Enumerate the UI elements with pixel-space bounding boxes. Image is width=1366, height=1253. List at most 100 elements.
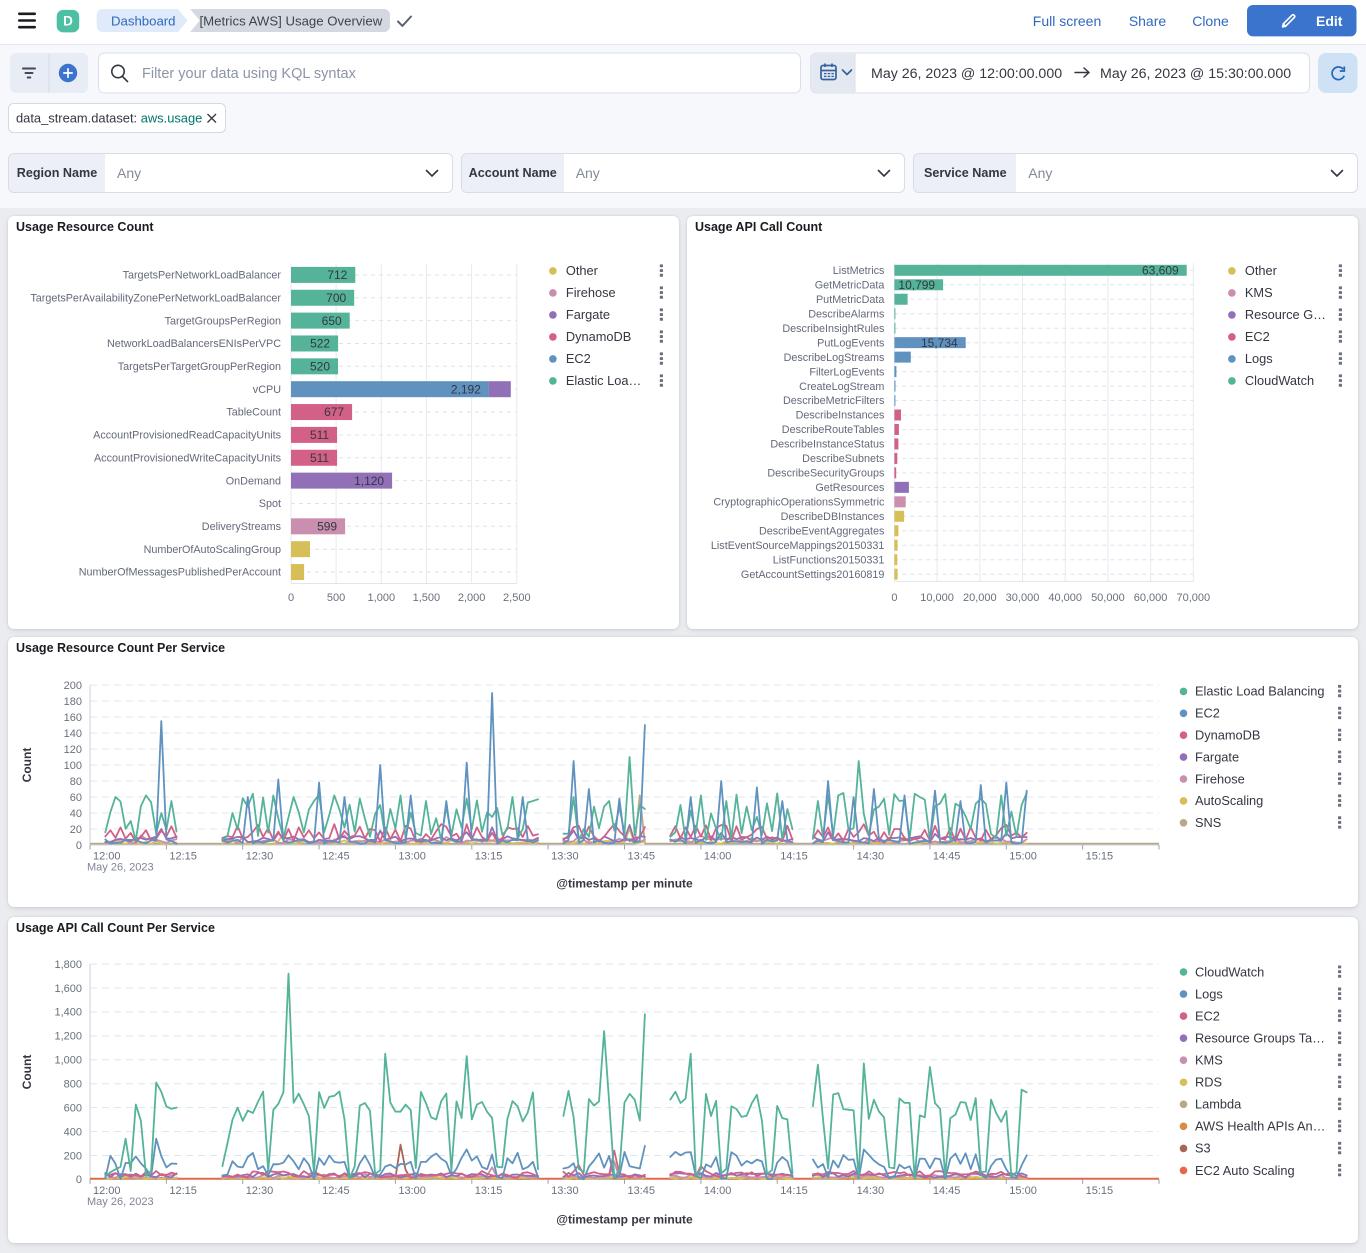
svg-text:ListEventSourceMappings2015033: ListEventSourceMappings20150331 [711,540,884,552]
svg-text:Share: Share [1129,13,1167,29]
svg-text:May 26, 2023: May 26, 2023 [87,862,154,874]
svg-text:@timestamp per minute: @timestamp per minute [556,877,693,891]
svg-text:OnDemand: OnDemand [226,475,281,487]
svg-text:TableCount: TableCount [226,407,281,419]
svg-text:May 26, 2023 @ 15:30:00.000: May 26, 2023 @ 15:30:00.000 [1100,66,1291,82]
svg-text:1,800: 1,800 [54,959,82,971]
svg-text:15:00: 15:00 [1009,851,1037,863]
svg-text:GetAccountSettings20160819: GetAccountSettings20160819 [741,569,884,581]
svg-text:Count: Count [20,1055,34,1090]
svg-text:Clone: Clone [1192,13,1229,29]
svg-text:13:45: 13:45 [628,1185,656,1197]
svg-text:GetMetricData: GetMetricData [815,279,885,291]
svg-text:TargetsPerNetworkLoadBalancer: TargetsPerNetworkLoadBalancer [123,270,282,282]
svg-text:Resource Groups Ta…: Resource Groups Ta… [1195,1030,1325,1045]
svg-text:2,000: 2,000 [458,592,486,604]
svg-text:600: 600 [64,1102,82,1114]
svg-text:700: 700 [326,291,346,305]
svg-text:14:30: 14:30 [857,1185,885,1197]
svg-text:15,734: 15,734 [921,336,958,350]
svg-text:data_stream.dataset: aws.usage: data_stream.dataset: aws.usage [16,111,202,126]
svg-text:12:00: 12:00 [93,851,121,863]
svg-text:DescribeInsightRules: DescribeInsightRules [782,323,885,335]
svg-text:TargetsPerAvailabilityZonePerN: TargetsPerAvailabilityZonePerNetworkLoad… [30,292,281,304]
svg-text:70,000: 70,000 [1176,592,1210,604]
svg-text:13:00: 13:00 [398,1185,426,1197]
svg-text:[Metrics AWS] Usage Overview: [Metrics AWS] Usage Overview [200,13,383,28]
svg-text:Logs: Logs [1245,351,1273,366]
svg-text:511: 511 [310,428,329,442]
svg-text:60: 60 [70,792,82,804]
svg-text:511: 511 [310,451,329,465]
svg-text:EC2: EC2 [1195,706,1220,721]
svg-text:ListMetrics: ListMetrics [833,265,885,277]
svg-text:DynamoDB: DynamoDB [566,329,631,344]
svg-text:12:30: 12:30 [246,851,274,863]
svg-text:TargetGroupsPerRegion: TargetGroupsPerRegion [165,315,281,327]
svg-text:12:30: 12:30 [246,1185,274,1197]
svg-text:712: 712 [327,268,347,282]
svg-text:12:15: 12:15 [169,1185,197,1197]
svg-text:DescribeInstanceStatus: DescribeInstanceStatus [770,439,885,451]
svg-text:TargetsPerTargetGroupPerRegion: TargetsPerTargetGroupPerRegion [118,361,281,373]
svg-text:Spot: Spot [259,498,281,510]
svg-text:EC2 Auto Scaling: EC2 Auto Scaling [1195,1163,1295,1178]
svg-text:DynamoDB: DynamoDB [1195,728,1260,743]
svg-text:800: 800 [64,1079,82,1091]
svg-text:0: 0 [76,840,82,852]
svg-text:13:30: 13:30 [551,851,579,863]
svg-text:40: 40 [70,808,82,820]
svg-text:AccountProvisionedWriteCapacit: AccountProvisionedWriteCapacityUnits [94,452,282,464]
svg-text:RDS: RDS [1195,1075,1222,1090]
svg-text:KMS: KMS [1195,1053,1223,1068]
svg-text:15:15: 15:15 [1086,851,1114,863]
svg-text:Count: Count [20,748,34,783]
svg-text:Dashboard: Dashboard [111,13,176,28]
svg-text:Fargate: Fargate [566,307,610,322]
svg-text:180: 180 [64,696,82,708]
svg-text:140: 140 [64,728,82,740]
svg-text:AWS Health APIs An…: AWS Health APIs An… [1195,1119,1325,1134]
svg-text:0: 0 [288,592,294,604]
svg-text:522: 522 [310,337,330,351]
svg-text:13:15: 13:15 [475,1185,503,1197]
svg-text:1,600: 1,600 [54,983,82,995]
svg-text:20: 20 [70,824,82,836]
svg-text:1,000: 1,000 [368,592,396,604]
svg-text:@timestamp per minute: @timestamp per minute [556,1213,693,1227]
svg-text:PutMetricData: PutMetricData [816,294,884,306]
svg-text:40,000: 40,000 [1048,592,1082,604]
svg-text:12:00: 12:00 [93,1185,121,1197]
svg-text:599: 599 [317,520,337,534]
svg-text:Firehose: Firehose [566,285,616,300]
svg-text:CreateLogStream: CreateLogStream [799,381,884,393]
svg-text:DescribeSubnets: DescribeSubnets [802,453,885,465]
svg-text:Elastic Loa…: Elastic Loa… [566,373,641,388]
svg-text:1,400: 1,400 [54,1007,82,1019]
svg-text:20,000: 20,000 [963,592,997,604]
svg-text:13:45: 13:45 [628,851,656,863]
svg-text:NumberOfAutoScalingGroup: NumberOfAutoScalingGroup [144,544,281,556]
svg-text:Other: Other [566,263,599,278]
svg-text:14:45: 14:45 [933,1185,961,1197]
svg-text:1,200: 1,200 [54,1031,82,1043]
svg-text:May 26, 2023: May 26, 2023 [87,1196,154,1208]
svg-text:EC2: EC2 [1245,329,1270,344]
svg-text:14:30: 14:30 [857,851,885,863]
svg-text:520: 520 [310,360,330,374]
svg-text:13:00: 13:00 [398,851,426,863]
svg-text:KMS: KMS [1245,285,1273,300]
svg-text:60,000: 60,000 [1134,592,1168,604]
svg-text:Other: Other [1245,263,1278,278]
svg-text:Filter your data using KQL syn: Filter your data using KQL syntax [142,66,357,82]
svg-text:15:00: 15:00 [1009,1185,1037,1197]
svg-text:650: 650 [322,314,342,328]
svg-text:200: 200 [64,680,82,692]
svg-text:ListFunctions20150331: ListFunctions20150331 [773,554,885,566]
svg-text:DescribeEventAggregates: DescribeEventAggregates [759,525,885,537]
svg-text:Full screen: Full screen [1033,13,1101,29]
svg-text:14:15: 14:15 [780,851,808,863]
svg-text:80: 80 [70,776,82,788]
svg-text:May 26, 2023 @ 12:00:00.000: May 26, 2023 @ 12:00:00.000 [871,66,1062,82]
svg-text:DescribeSecurityGroups: DescribeSecurityGroups [767,468,885,480]
